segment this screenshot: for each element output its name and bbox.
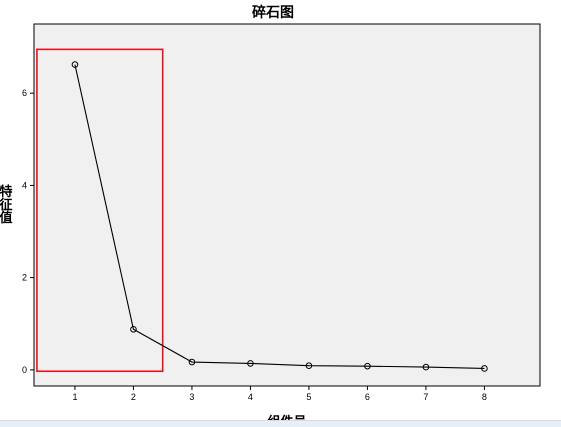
y-tick-label: 6 [22,88,27,98]
x-tick-label: 1 [72,392,77,402]
data-point [247,360,254,367]
data-point [188,358,196,366]
data-point [364,362,371,370]
data-point [481,365,488,372]
y-axis-label-char: 值 [0,210,13,226]
plot-area [33,23,541,387]
x-tick-label: 4 [248,392,253,402]
y-tick-label: 0 [22,365,27,375]
series-line [74,64,485,370]
highlight-box [36,48,164,373]
chart-title: 碎石图 [252,4,294,21]
bottom-strip [0,420,561,427]
x-tick-label: 6 [365,392,370,402]
y-axis-label-char: 征 [0,197,13,213]
x-tick-label: 2 [131,392,136,402]
x-tick-label: 3 [189,392,194,402]
y-axis-label: 特征值 [0,184,13,226]
y-tick-label: 2 [22,273,27,283]
y-axis-label-char: 特 [0,184,13,200]
data-point [305,362,313,370]
x-tick-label: 5 [306,392,311,402]
y-tick-label: 4 [22,180,27,190]
data-marks [36,48,488,373]
x-tick-label: 8 [482,392,487,402]
axis-ticks: 1 2 3 4 5 6 7 8 0 2 4 6 [22,88,487,402]
data-point [71,61,79,68]
data-point [422,363,430,371]
x-tick-label: 7 [423,392,428,402]
data-point [130,325,137,333]
